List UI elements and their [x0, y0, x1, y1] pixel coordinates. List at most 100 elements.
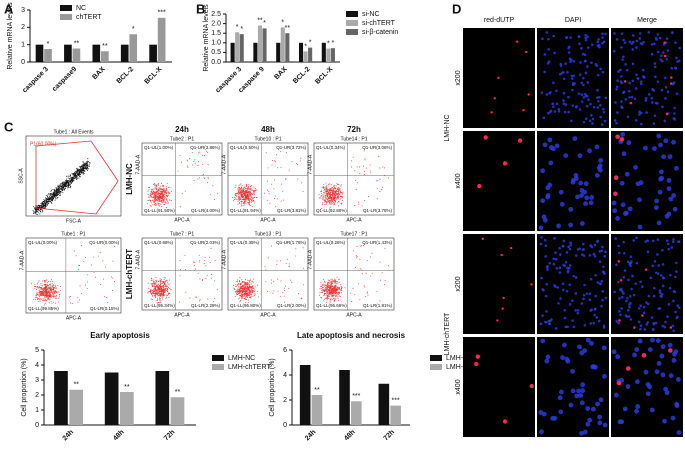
- cytometry-dot: [329, 203, 331, 205]
- nucleus: [540, 235, 543, 239]
- cytometry-dot: [187, 166, 189, 168]
- cytometry-dot: [251, 294, 253, 296]
- cytometry-dot: [33, 212, 35, 214]
- nucleus: [622, 55, 625, 58]
- cytometry-dot: [155, 190, 157, 192]
- nucleus: [593, 255, 597, 258]
- cytometry-dot: [328, 286, 330, 288]
- y-tick-label: 4: [283, 372, 287, 379]
- nucleus: [620, 81, 624, 85]
- cytometry-dot: [161, 194, 163, 196]
- cytometry-dot: [276, 198, 278, 200]
- cytometry-dot: [159, 194, 161, 196]
- cytometry-dot: [66, 182, 68, 184]
- cytometry-dot: [340, 184, 342, 186]
- cytometry-dot: [41, 293, 43, 295]
- cytometry-dot: [147, 282, 149, 284]
- cytometry-dot: [34, 211, 36, 213]
- nucleus: [619, 313, 622, 317]
- tunel-signal: [497, 76, 500, 80]
- cytometry-dot: [364, 159, 366, 161]
- cytometry-dot: [338, 201, 340, 203]
- cytometry-dot: [323, 300, 325, 302]
- nucleus: [589, 195, 595, 200]
- cytometry-dot: [283, 199, 285, 201]
- cytometry-dot: [333, 191, 335, 193]
- cytometry-dot: [154, 185, 156, 187]
- cytometry-dot: [242, 203, 244, 205]
- cytometry-dot: [76, 178, 78, 180]
- magnification-label: x400: [455, 173, 462, 188]
- cytometry-dot: [331, 195, 333, 197]
- nucleus: [602, 422, 608, 428]
- cytometry-dot: [338, 205, 340, 207]
- cytometry-dot: [40, 295, 42, 297]
- cytometry-dot: [210, 247, 212, 249]
- cytometry-dot: [159, 288, 161, 290]
- cytometry-dot: [163, 276, 165, 278]
- nucleus: [571, 319, 574, 322]
- nucleus: [558, 266, 562, 270]
- nucleus: [590, 245, 594, 249]
- cytometry-dot: [332, 191, 334, 193]
- cytometry-dot: [266, 189, 268, 191]
- nucleus: [624, 63, 627, 66]
- cytometry-dot: [76, 174, 78, 176]
- nucleus: [577, 153, 583, 159]
- cytometry-dot: [297, 163, 299, 165]
- cytometry-dot: [256, 189, 258, 191]
- cytometry-dot: [50, 198, 52, 200]
- nucleus: [582, 76, 585, 80]
- nucleus: [558, 247, 561, 250]
- cytometry-dot: [58, 190, 60, 192]
- cytometry-dot: [254, 202, 256, 204]
- cytometry-dot: [376, 291, 378, 293]
- cytometry-dot: [166, 279, 168, 281]
- cytometry-dot: [151, 277, 153, 279]
- cytometry-dot: [158, 301, 160, 303]
- cytometry-dot: [45, 284, 47, 286]
- x-axis-label: APC-A: [66, 315, 82, 321]
- nucleus: [562, 99, 565, 102]
- cytometry-dot: [155, 193, 157, 195]
- cytometry-dot: [242, 288, 244, 290]
- cytometry-dot: [197, 272, 199, 274]
- cytometry-dot: [330, 193, 332, 195]
- cytometry-dot: [37, 286, 39, 288]
- cytometry-dot: [340, 289, 342, 291]
- cytometry-dot: [45, 288, 47, 290]
- cytometry-dot: [323, 187, 325, 189]
- cytometry-dot: [162, 286, 164, 288]
- nucleus: [615, 263, 618, 267]
- cytometry-dot: [248, 193, 250, 195]
- cytometry-dot: [154, 192, 156, 194]
- cytometry-dot: [46, 283, 48, 285]
- cytometry-dot: [88, 164, 90, 166]
- cytometry-dot: [167, 194, 169, 196]
- nucleus: [664, 320, 667, 324]
- cytometry-dot: [335, 292, 337, 294]
- nucleus: [624, 98, 628, 101]
- plot-title: Tube1 : All Events: [53, 129, 94, 135]
- cytometry-dot: [49, 292, 51, 294]
- cytometry-dot: [104, 296, 106, 298]
- cytometry-dot: [202, 163, 204, 165]
- nucleus: [666, 178, 672, 183]
- nucleus: [582, 248, 585, 251]
- legend-swatch: [430, 355, 442, 361]
- cytometry-dot: [52, 286, 54, 288]
- cytometry-dot: [156, 282, 158, 284]
- cytometry-dot: [336, 192, 338, 194]
- nucleus: [615, 85, 619, 89]
- quadrant-label: Q1-UR(3.86%): [190, 145, 220, 150]
- cytometry-dot: [320, 207, 322, 209]
- cytometry-dot: [51, 189, 53, 191]
- micrograph: [463, 131, 535, 231]
- cytometry-dot: [384, 167, 386, 169]
- cytometry-dot: [40, 291, 42, 293]
- cytometry-dot: [329, 291, 331, 293]
- cytometry-dot: [242, 286, 244, 288]
- cytometry-dot: [354, 204, 356, 206]
- cytometry-dot: [58, 297, 60, 299]
- cytometry-dot: [238, 199, 240, 201]
